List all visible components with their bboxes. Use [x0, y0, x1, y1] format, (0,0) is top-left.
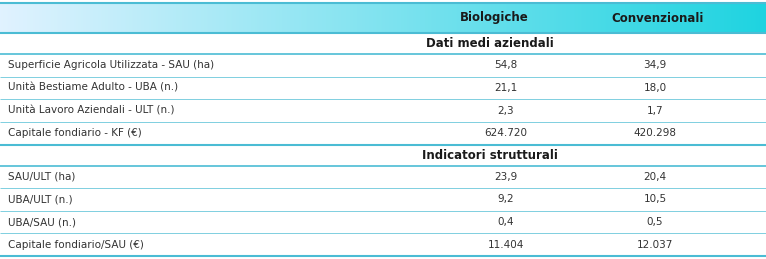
Text: Capitale fondiario - KF (€): Capitale fondiario - KF (€)	[8, 128, 142, 138]
Text: 18,0: 18,0	[643, 83, 666, 93]
Text: 23,9: 23,9	[494, 172, 517, 182]
Text: 9,2: 9,2	[497, 195, 514, 204]
Text: Convenzionali: Convenzionali	[611, 11, 703, 25]
Text: 21,1: 21,1	[494, 83, 517, 93]
Text: 11.404: 11.404	[487, 240, 524, 250]
Text: 34,9: 34,9	[643, 60, 666, 70]
Bar	[0, 166, 766, 188]
Text: 2,3: 2,3	[497, 106, 514, 116]
Bar	[0, 54, 766, 77]
Bar	[0, 188, 766, 211]
Text: 20,4: 20,4	[643, 172, 666, 182]
Text: SAU/ULT (ha): SAU/ULT (ha)	[8, 172, 75, 182]
Text: 420.298: 420.298	[633, 128, 676, 138]
Text: 54,8: 54,8	[494, 60, 517, 70]
Bar	[0, 99, 766, 122]
Text: Unità Bestiame Adulto - UBA (n.): Unità Bestiame Adulto - UBA (n.)	[8, 83, 178, 93]
Text: 12.037: 12.037	[637, 240, 673, 250]
Text: 1,7: 1,7	[647, 106, 663, 116]
Text: UBA/SAU (n.): UBA/SAU (n.)	[8, 217, 76, 227]
Bar	[0, 77, 766, 99]
Text: Indicatori strutturali: Indicatori strutturali	[422, 148, 558, 162]
Text: Biologiche: Biologiche	[460, 11, 529, 25]
Bar	[0, 122, 766, 145]
Text: 0,4: 0,4	[497, 217, 514, 227]
Text: Unità Lavoro Aziendali - ULT (n.): Unità Lavoro Aziendali - ULT (n.)	[8, 106, 174, 116]
Bar	[0, 211, 766, 233]
Bar	[0, 233, 766, 256]
Bar	[0, 33, 766, 54]
Text: UBA/ULT (n.): UBA/ULT (n.)	[8, 195, 72, 204]
Bar	[0, 145, 766, 166]
Text: Superficie Agricola Utilizzata - SAU (ha): Superficie Agricola Utilizzata - SAU (ha…	[8, 60, 214, 70]
Text: 0,5: 0,5	[647, 217, 663, 227]
Text: Capitale fondiario/SAU (€): Capitale fondiario/SAU (€)	[8, 240, 143, 250]
Text: Dati medi aziendali: Dati medi aziendali	[427, 37, 554, 50]
Text: 624.720: 624.720	[484, 128, 527, 138]
Text: 10,5: 10,5	[643, 195, 666, 204]
